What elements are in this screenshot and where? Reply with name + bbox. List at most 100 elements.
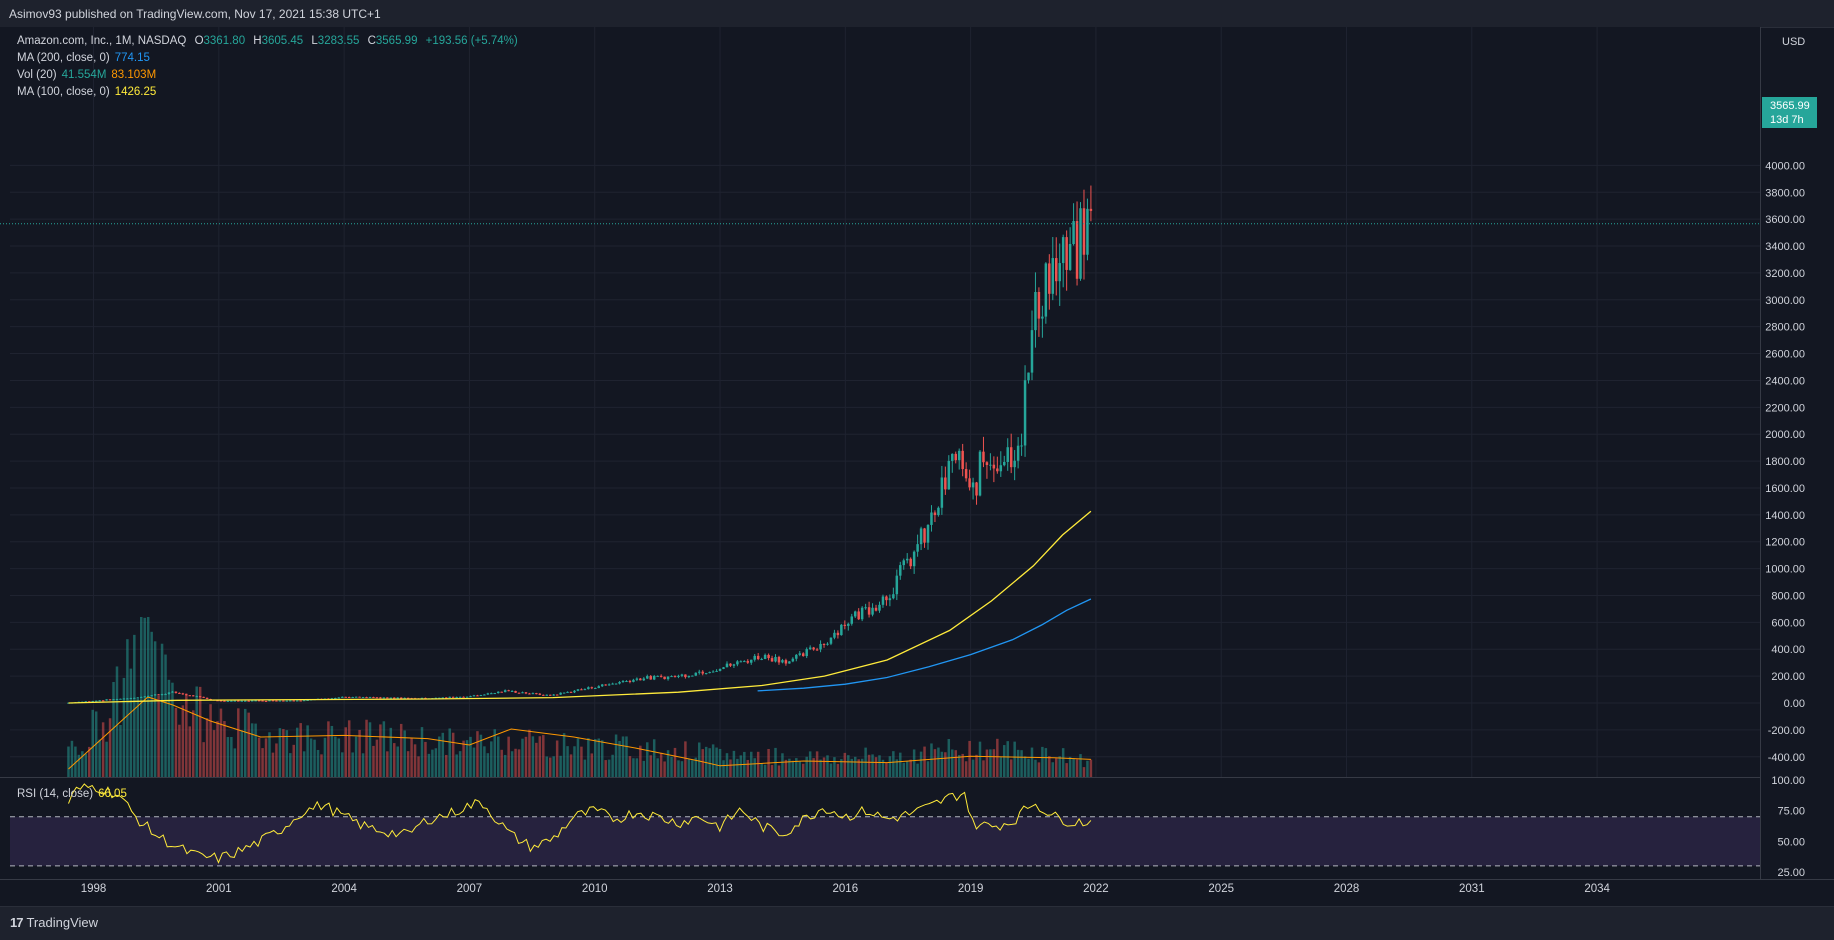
candle — [784, 660, 788, 664]
volume-bar — [580, 746, 583, 777]
candle — [867, 607, 871, 615]
volume-bar — [528, 729, 531, 777]
legend-ma200[interactable]: MA (200, close, 0) 774.15 — [17, 52, 150, 64]
volume-bar — [205, 718, 209, 777]
candle — [743, 661, 746, 663]
rsi-tick-label: 50.00 — [1777, 836, 1805, 848]
candle — [916, 544, 919, 552]
candle — [715, 670, 718, 672]
volume-bar — [153, 641, 157, 777]
volume-bar — [999, 757, 1003, 777]
candle — [573, 690, 576, 693]
candle — [458, 696, 462, 698]
candle — [691, 675, 694, 677]
chart-area[interactable]: 4000.00 3800.00 3600.00 3400.00 3200.00 3000.… — [0, 27, 1834, 906]
volume-bar — [150, 631, 153, 777]
candle — [1016, 445, 1020, 461]
volume-bar — [330, 725, 334, 777]
candle — [708, 672, 711, 674]
volume-bar — [441, 732, 445, 777]
candle — [153, 694, 157, 696]
candle — [777, 656, 781, 663]
candle — [618, 682, 621, 684]
price-tick-label: 3800.00 — [1765, 187, 1805, 199]
volume-bar — [361, 753, 365, 777]
volume-bar — [892, 751, 895, 777]
price-tick-label: -200.00 — [1768, 725, 1805, 737]
candle — [1037, 291, 1041, 319]
volume-bar — [479, 734, 483, 777]
price-tick-label: 400.00 — [1771, 644, 1805, 656]
candle — [122, 698, 126, 700]
rsi-tick-label: 75.00 — [1777, 806, 1805, 818]
volume-bar — [944, 752, 947, 777]
tradingview-logo[interactable]: 17 TradingView — [10, 915, 99, 930]
volume-bar — [1086, 760, 1089, 777]
volume-bar — [1041, 746, 1044, 777]
volume-bar — [323, 737, 327, 777]
volume-bar — [81, 751, 84, 777]
candle — [1020, 445, 1023, 447]
candle — [864, 607, 867, 609]
candle — [871, 607, 874, 615]
candle — [254, 700, 257, 702]
volume-bar — [989, 749, 992, 777]
volume-bar — [174, 707, 178, 777]
volume-bar — [902, 762, 905, 777]
legend-volume[interactable]: Vol (20) 41.554M 83.103M — [17, 69, 157, 81]
candle — [230, 700, 233, 702]
candle — [580, 689, 583, 691]
candle — [486, 693, 490, 695]
volume-bar — [552, 756, 555, 777]
candle — [552, 694, 555, 696]
candle — [268, 700, 271, 702]
rsi-line — [68, 783, 1092, 864]
candle — [1044, 263, 1048, 317]
volume-bar — [295, 727, 299, 777]
axes: 4000.00 3800.00 3600.00 3400.00 3200.00 3000.… — [0, 27, 1834, 895]
candle — [243, 700, 247, 702]
candle — [469, 696, 472, 698]
candle — [164, 694, 167, 696]
price-tick-label: 2400.00 — [1765, 375, 1805, 387]
volume-bar — [604, 760, 607, 777]
legend-rsi[interactable]: RSI (14, close) 66.05 — [17, 788, 127, 800]
volume-bar — [448, 728, 451, 777]
volume-bar — [302, 751, 306, 777]
volume-bar — [334, 736, 337, 777]
candle — [857, 611, 860, 620]
volume-bar — [614, 734, 618, 777]
candle — [191, 695, 195, 697]
candle — [188, 695, 192, 697]
candle — [344, 696, 347, 698]
candle — [510, 690, 514, 692]
volume-bar — [455, 754, 458, 777]
candle — [687, 675, 691, 678]
candle — [815, 649, 819, 651]
candle — [999, 465, 1003, 472]
volume-bar — [885, 762, 888, 777]
time-tick-label: 2004 — [331, 883, 357, 895]
candle — [642, 678, 646, 681]
candle — [663, 676, 666, 680]
volume-bar — [912, 749, 916, 777]
candle — [490, 693, 493, 695]
candle — [181, 693, 185, 695]
candle — [781, 660, 784, 663]
volume-bar — [285, 730, 289, 777]
candle — [978, 451, 982, 496]
volume-bar — [278, 728, 282, 777]
volume-bar — [698, 742, 701, 777]
candle — [261, 700, 264, 702]
volume-bar — [642, 760, 646, 777]
volume-bar — [420, 727, 424, 777]
volume-bar — [756, 751, 760, 777]
volume-bar — [219, 708, 223, 777]
legend-ma100[interactable]: MA (100, close, 0) 1426.25 — [17, 86, 157, 98]
candle — [860, 607, 864, 620]
volume-bar — [937, 747, 940, 777]
volume-bar — [344, 727, 347, 777]
candle — [753, 655, 756, 660]
candle — [171, 691, 174, 693]
volume-bar — [878, 755, 881, 777]
